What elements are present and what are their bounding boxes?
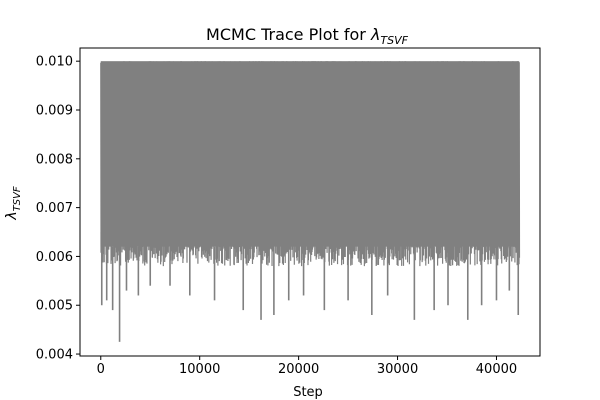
x-axis: 0 10000 20000 30000 40000	[97, 356, 517, 377]
y-tick-label: 0.008	[36, 152, 73, 167]
trace-dense-band	[100, 61, 520, 247]
y-tick-label: 0.007	[36, 201, 73, 216]
ylabel-subscript: TSVF	[12, 186, 23, 211]
x-axis-label: Step	[293, 385, 323, 400]
x-tick-label: 10000	[179, 362, 220, 377]
y-axis-label: λTSVF	[4, 186, 23, 221]
y-axis: 0.004 0.005 0.006 0.007 0.008 0.009 0.010	[36, 55, 80, 363]
title-symbol: λ	[370, 25, 380, 44]
ylabel-symbol: λ	[4, 211, 20, 220]
title-text: MCMC Trace Plot for	[206, 25, 371, 44]
x-tick-label: 40000	[476, 362, 517, 377]
y-tick-label: 0.010	[36, 55, 73, 70]
plot-frame	[79, 47, 541, 357]
plot-area	[79, 47, 541, 357]
title-subscript: TSVF	[380, 34, 408, 47]
y-tick-label: 0.006	[36, 250, 73, 265]
y-tick-label: 0.005	[36, 299, 73, 314]
chart-title: MCMC Trace Plot for λTSVF	[206, 25, 409, 47]
y-tick-label: 0.004	[36, 348, 73, 363]
x-tick-label: 20000	[278, 362, 319, 377]
x-tick-label: 30000	[377, 362, 418, 377]
y-tick-label: 0.009	[36, 103, 73, 118]
series-group	[100, 61, 521, 342]
x-tick-label: 0	[97, 362, 105, 377]
